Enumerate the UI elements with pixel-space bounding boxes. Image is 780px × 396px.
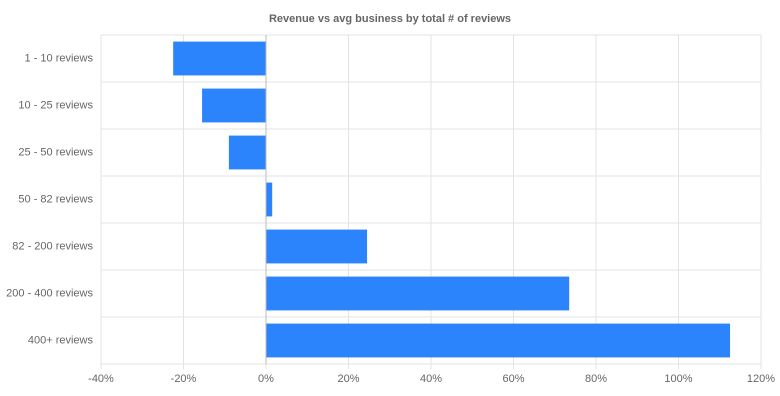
y-tick-label: 82 - 200 reviews — [12, 240, 93, 252]
y-tick-label: 25 - 50 reviews — [18, 146, 93, 158]
y-tick-label: 400+ reviews — [28, 334, 94, 346]
x-tick-label: 100% — [664, 373, 692, 385]
bar — [202, 88, 266, 123]
x-tick-label: 0% — [258, 373, 274, 385]
x-tick-label: 40% — [420, 373, 442, 385]
bar — [266, 276, 570, 311]
x-tick-label: 120% — [747, 373, 775, 385]
bar — [173, 41, 266, 76]
x-tick-label: -20% — [171, 373, 197, 385]
y-tick-label: 10 - 25 reviews — [18, 99, 93, 111]
y-tick-label: 1 - 10 reviews — [25, 52, 94, 64]
bar — [228, 135, 266, 170]
bar — [266, 229, 368, 264]
chart-title: Revenue vs avg business by total # of re… — [269, 13, 511, 25]
x-tick-label: 60% — [502, 373, 524, 385]
x-tick-label: -40% — [88, 373, 114, 385]
y-tick-label: 50 - 82 reviews — [18, 193, 93, 205]
bar — [266, 323, 731, 358]
bar — [266, 182, 273, 217]
y-tick-label: 200 - 400 reviews — [6, 287, 93, 299]
x-tick-label: 80% — [585, 373, 607, 385]
x-tick-label: 20% — [337, 373, 359, 385]
